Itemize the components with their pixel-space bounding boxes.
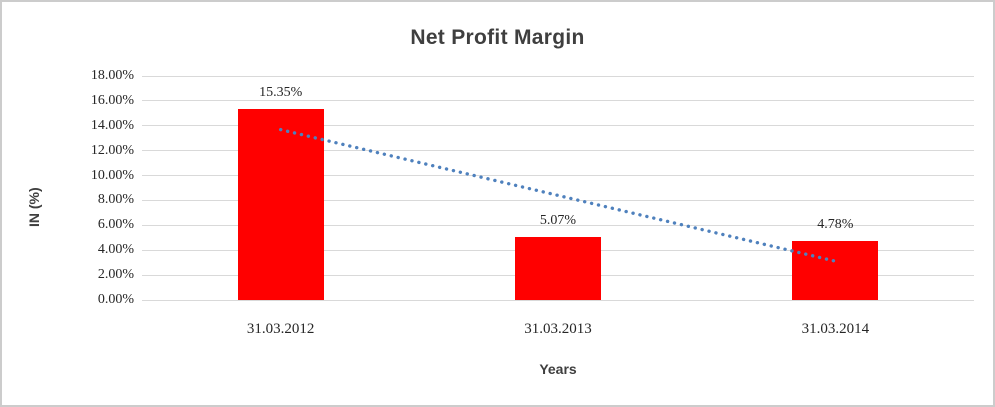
gridline (142, 75, 974, 77)
y-tick-label: 6.00% (97, 217, 134, 233)
y-tick-label: 8.00% (97, 192, 134, 208)
bar-value-label: 5.07% (539, 212, 577, 228)
y-tick-label: 16.00% (90, 92, 134, 108)
bar-value-label: 15.35% (259, 84, 303, 100)
x-category-label: 31.03.2014 (801, 321, 870, 337)
y-tick-label: 18.00% (90, 68, 134, 83)
y-tick-label: 10.00% (90, 167, 134, 183)
bar (792, 240, 879, 300)
y-axis-title-text: IN (%) (26, 187, 42, 227)
y-tick-label: 4.00% (97, 242, 134, 258)
y-tick-label: 14.00% (90, 117, 134, 133)
x-category-label: 31.03.2013 (524, 321, 592, 337)
bar-value-label: 4.78% (817, 216, 854, 232)
y-tick-label: 12.00% (90, 142, 134, 158)
bar (237, 108, 324, 300)
bar (515, 236, 601, 300)
y-tick-label: 2.00% (97, 267, 134, 283)
x-category-label: 31.03.2012 (246, 321, 315, 337)
chart-title: Net Profit Margin (410, 26, 585, 49)
gridline (142, 299, 974, 301)
gridline (142, 125, 974, 127)
gridline (142, 100, 974, 102)
y-tick-label: 0.00% (97, 292, 134, 307)
x-axis-title: Years (539, 361, 577, 377)
